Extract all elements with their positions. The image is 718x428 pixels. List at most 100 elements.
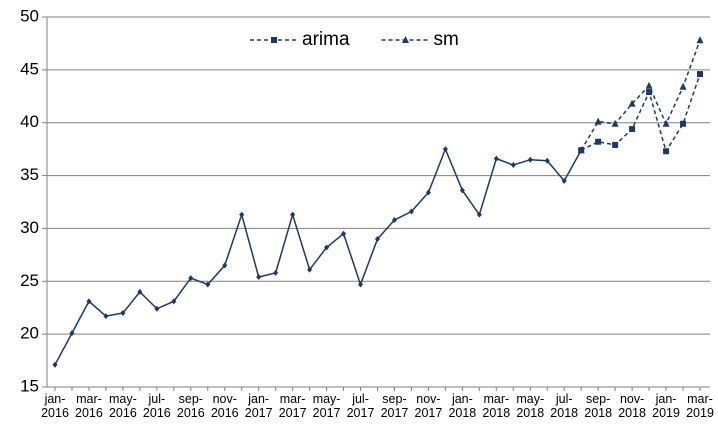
y-tick-label: 45 bbox=[20, 59, 39, 78]
data-point bbox=[358, 281, 364, 288]
x-tick-label: mar-2018 bbox=[482, 392, 510, 420]
y-tick-label: 20 bbox=[20, 324, 39, 343]
x-tick-label-line: 2017 bbox=[415, 406, 443, 420]
data-point bbox=[680, 120, 687, 127]
x-tick-label-line: may- bbox=[109, 392, 137, 406]
x-tick-label-line: 2017 bbox=[245, 406, 273, 420]
data-point bbox=[612, 141, 619, 148]
series-line bbox=[580, 39, 701, 151]
data-point bbox=[171, 298, 177, 305]
data-point bbox=[544, 157, 550, 164]
data-point bbox=[273, 269, 279, 276]
x-tick-label-line: 2017 bbox=[279, 406, 307, 420]
x-tick-label-line: 2017 bbox=[313, 406, 341, 420]
x-tick-label-line: sep- bbox=[179, 392, 203, 406]
data-point bbox=[442, 146, 448, 153]
x-tick-label-line: 2018 bbox=[584, 406, 612, 420]
x-tick-label: may-2016 bbox=[109, 392, 137, 420]
x-tick-label-line: 2019 bbox=[686, 406, 714, 420]
y-tick-label: 15 bbox=[20, 376, 39, 395]
data-point bbox=[324, 244, 330, 251]
x-tick-label: jul-2018 bbox=[550, 392, 578, 420]
x-tick-label-line: 2016 bbox=[143, 406, 171, 420]
x-tick-label: sep-2017 bbox=[381, 392, 409, 420]
data-point bbox=[222, 262, 228, 269]
data-point bbox=[205, 281, 211, 288]
data-point bbox=[561, 177, 567, 184]
data-point bbox=[341, 230, 347, 237]
data-point bbox=[290, 211, 296, 218]
x-tick-label-line: jan- bbox=[247, 392, 269, 406]
x-tick-label-line: jan- bbox=[44, 392, 66, 406]
x-tick-label-line: nov- bbox=[620, 392, 644, 406]
x-tick-label-line: jan- bbox=[655, 392, 677, 406]
x-tick-label-line: 2017 bbox=[347, 406, 375, 420]
data-point bbox=[408, 208, 414, 215]
x-tick-label-line: jul- bbox=[555, 392, 573, 406]
x-tick-label-line: sep- bbox=[586, 392, 610, 406]
x-tick-label-line: 2017 bbox=[381, 406, 409, 420]
data-point bbox=[120, 310, 126, 316]
x-tick-label-line: may- bbox=[516, 392, 544, 406]
data-point bbox=[527, 156, 533, 163]
legend-label: sm bbox=[434, 29, 459, 50]
x-tick-label-line: jul- bbox=[148, 392, 166, 406]
data-point bbox=[103, 313, 109, 320]
y-tick-label: 40 bbox=[20, 112, 39, 131]
data-point bbox=[69, 330, 75, 337]
x-tick-label: jan-2018 bbox=[448, 392, 476, 420]
data-point bbox=[256, 274, 262, 281]
y-tick-label: 30 bbox=[20, 218, 39, 237]
x-tick-label-line: mar- bbox=[483, 392, 509, 406]
x-tick-label: may-2018 bbox=[516, 392, 544, 420]
data-point bbox=[595, 138, 602, 145]
x-tick-label: jan-2019 bbox=[652, 392, 680, 420]
x-tick-label-line: sep- bbox=[382, 392, 406, 406]
x-tick-label-line: 2016 bbox=[41, 406, 69, 420]
series-line bbox=[54, 147, 582, 366]
x-tick-label: jul-2016 bbox=[143, 392, 171, 420]
legend-label: arima bbox=[302, 29, 350, 50]
data-point bbox=[188, 275, 194, 282]
x-tick-label: jul-2017 bbox=[347, 392, 375, 420]
x-tick-label: nov-2016 bbox=[211, 392, 239, 420]
data-point bbox=[154, 305, 160, 312]
y-tick-label: 25 bbox=[20, 271, 39, 290]
data-point bbox=[696, 36, 704, 44]
x-tick-label-line: 2018 bbox=[482, 406, 510, 420]
x-tick-label: mar-2019 bbox=[686, 392, 714, 420]
x-tick-label-line: 2018 bbox=[448, 406, 476, 420]
x-tick-label: nov-2018 bbox=[618, 392, 646, 420]
x-tick-label-line: nov- bbox=[213, 392, 237, 406]
x-tick-label-line: mar- bbox=[280, 392, 306, 406]
x-tick-label-line: 2018 bbox=[550, 406, 578, 420]
data-point bbox=[52, 361, 58, 368]
x-tick-label-line: jan- bbox=[451, 392, 473, 406]
legend-marker bbox=[402, 36, 410, 43]
data-point bbox=[375, 236, 380, 242]
x-tick-label-line: 2018 bbox=[618, 406, 646, 420]
x-tick-label: nov-2017 bbox=[415, 392, 443, 420]
data-point bbox=[629, 126, 636, 133]
x-tick-label: sep-2018 bbox=[584, 392, 612, 420]
x-tick-label-line: may- bbox=[313, 392, 341, 406]
data-point bbox=[646, 89, 653, 96]
x-tick-label-line: 2016 bbox=[109, 406, 137, 420]
data-point bbox=[645, 81, 653, 89]
y-tick-label: 50 bbox=[20, 6, 39, 25]
x-tick-label-line: 2019 bbox=[652, 406, 680, 420]
data-point bbox=[493, 155, 499, 162]
data-point bbox=[611, 119, 619, 127]
data-point bbox=[459, 187, 465, 194]
data-point bbox=[679, 82, 687, 90]
data-point bbox=[510, 162, 516, 168]
x-tick-label-line: 2016 bbox=[177, 406, 205, 420]
x-tick-label: may-2017 bbox=[313, 392, 341, 420]
data-point bbox=[663, 148, 670, 155]
x-tick-label-line: 2018 bbox=[516, 406, 544, 420]
data-point bbox=[476, 211, 482, 218]
y-tick-label: 35 bbox=[20, 165, 39, 184]
x-tick-label: mar-2017 bbox=[279, 392, 307, 420]
legend-marker bbox=[271, 37, 277, 43]
